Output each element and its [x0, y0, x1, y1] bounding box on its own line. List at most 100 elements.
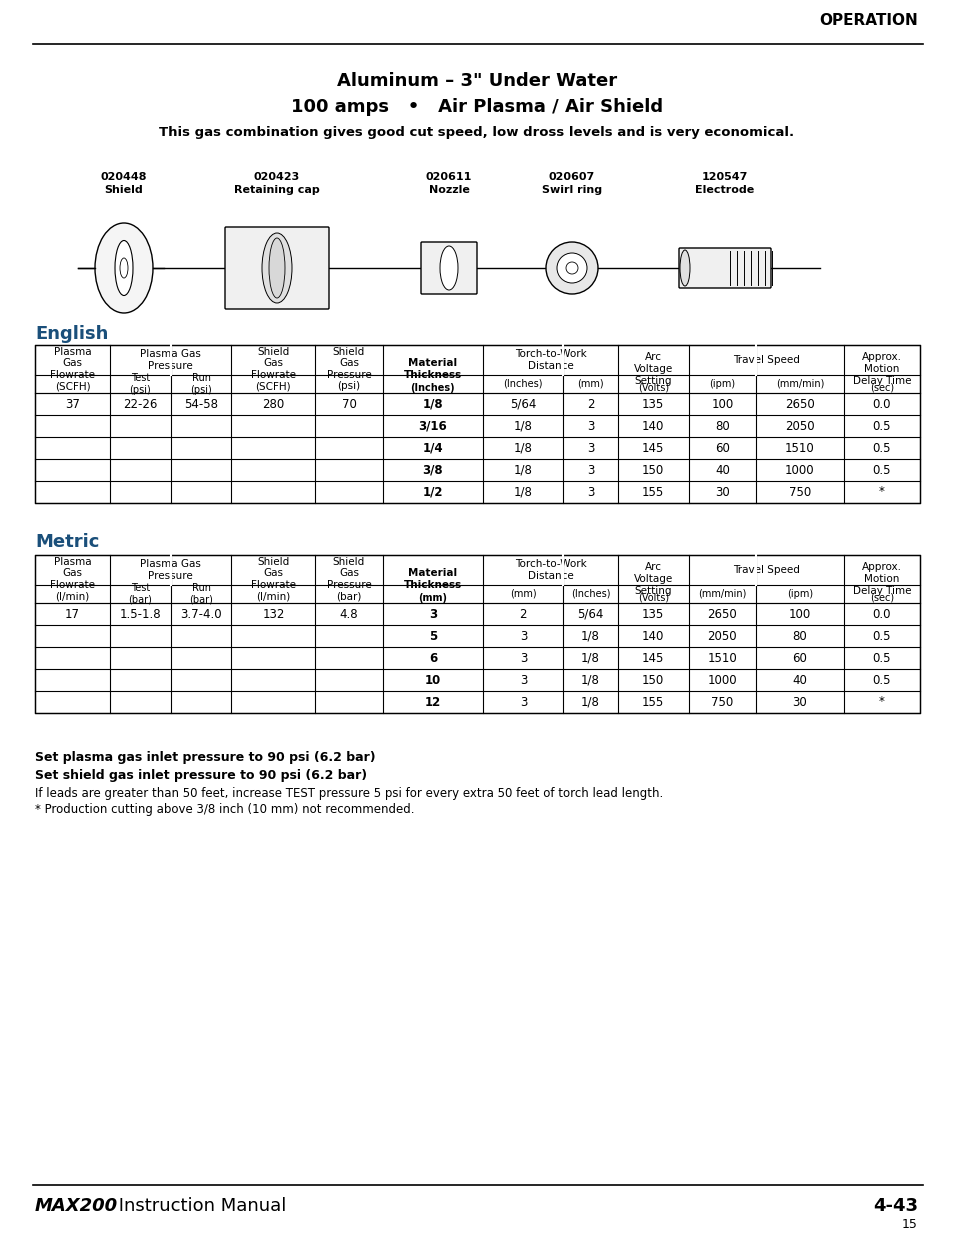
Text: 132: 132 [262, 608, 284, 620]
Text: Test
(psi): Test (psi) [130, 373, 151, 395]
Text: 12: 12 [424, 695, 440, 709]
Text: Aluminum – 3" Under Water: Aluminum – 3" Under Water [336, 72, 617, 90]
Text: 100: 100 [788, 608, 810, 620]
Text: 1/8: 1/8 [514, 463, 532, 477]
Text: Test
(bar): Test (bar) [129, 583, 152, 605]
Text: Torch-to-Work
Distance: Torch-to-Work Distance [514, 350, 586, 370]
Text: MAX200: MAX200 [35, 1197, 118, 1215]
Text: Retaining cap: Retaining cap [233, 185, 319, 195]
Text: 155: 155 [641, 485, 663, 499]
Text: 3: 3 [519, 630, 526, 642]
Text: Material
Thickness: Material Thickness [403, 568, 461, 590]
Text: Plasma
Gas
Flowrate
(l/min): Plasma Gas Flowrate (l/min) [50, 557, 95, 601]
Text: (Inches): (Inches) [410, 383, 455, 393]
Text: 3: 3 [586, 485, 594, 499]
Text: 0.0: 0.0 [872, 608, 890, 620]
Text: 1/4: 1/4 [422, 441, 443, 454]
Text: 2050: 2050 [707, 630, 737, 642]
Text: 155: 155 [641, 695, 663, 709]
Text: 80: 80 [792, 630, 806, 642]
Text: Set plasma gas inlet pressure to 90 psi (6.2 bar): Set plasma gas inlet pressure to 90 psi … [35, 751, 375, 764]
Text: 1/8: 1/8 [514, 441, 532, 454]
Text: 1/8: 1/8 [514, 485, 532, 499]
Text: Electrode: Electrode [695, 185, 754, 195]
Text: If leads are greater than 50 feet, increase TEST pressure 5 psi for every extra : If leads are greater than 50 feet, incre… [35, 787, 662, 800]
Text: Approx.
Motion
Delay Time: Approx. Motion Delay Time [852, 352, 910, 385]
Text: English: English [35, 325, 109, 343]
Ellipse shape [545, 242, 598, 294]
Text: 40: 40 [792, 673, 806, 687]
Text: 0.5: 0.5 [872, 441, 890, 454]
Text: 1/8: 1/8 [580, 673, 599, 687]
Text: 1/8: 1/8 [580, 630, 599, 642]
Text: 1510: 1510 [784, 441, 814, 454]
Text: 2650: 2650 [784, 398, 814, 410]
Text: 2: 2 [586, 398, 594, 410]
Text: 0.0: 0.0 [872, 398, 890, 410]
Ellipse shape [679, 249, 689, 287]
Text: (sec): (sec) [869, 593, 893, 603]
Text: Shield
Gas
Pressure
(psi): Shield Gas Pressure (psi) [326, 347, 371, 391]
Text: 280: 280 [262, 398, 284, 410]
Text: (Inches): (Inches) [503, 379, 542, 389]
Text: Plasma Gas
Pressure: Plasma Gas Pressure [140, 350, 201, 370]
Text: 60: 60 [792, 652, 806, 664]
Text: Shield
Gas
Flowrate
(l/min): Shield Gas Flowrate (l/min) [251, 557, 295, 601]
Text: 145: 145 [641, 652, 663, 664]
Text: 3.7-4.0: 3.7-4.0 [180, 608, 222, 620]
Text: 37: 37 [65, 398, 80, 410]
Text: 0.5: 0.5 [872, 420, 890, 432]
Text: Arc
Voltage
Setting: Arc Voltage Setting [633, 562, 672, 595]
Text: Plasma Gas
Pressure: Plasma Gas Pressure [140, 559, 201, 580]
Text: (Volts): (Volts) [637, 593, 668, 603]
Text: 3/8: 3/8 [422, 463, 443, 477]
Text: 6: 6 [428, 652, 436, 664]
Text: 145: 145 [641, 441, 663, 454]
Text: 120547: 120547 [701, 172, 747, 182]
Text: Travel Speed: Travel Speed [732, 354, 799, 366]
Text: OPERATION: OPERATION [819, 14, 917, 28]
Ellipse shape [439, 246, 457, 290]
Text: Approx.
Motion
Delay Time: Approx. Motion Delay Time [852, 562, 910, 595]
Text: 020611: 020611 [425, 172, 472, 182]
Ellipse shape [95, 224, 152, 312]
Text: 3/16: 3/16 [418, 420, 447, 432]
Text: 3: 3 [519, 695, 526, 709]
Text: 30: 30 [792, 695, 806, 709]
Text: Travel Speed: Travel Speed [732, 564, 799, 576]
Text: 5/64: 5/64 [510, 398, 536, 410]
Text: 4-43: 4-43 [872, 1197, 917, 1215]
Text: 1000: 1000 [707, 673, 737, 687]
Text: * Production cutting above 3/8 inch (10 mm) not recommended.: * Production cutting above 3/8 inch (10 … [35, 803, 414, 816]
Text: 80: 80 [714, 420, 729, 432]
Text: (mm/min): (mm/min) [698, 589, 746, 599]
Text: 15: 15 [902, 1218, 917, 1231]
Text: *: * [878, 485, 883, 499]
Ellipse shape [557, 253, 586, 283]
Text: Plasma
Gas
Flowrate
(SCFH): Plasma Gas Flowrate (SCFH) [50, 347, 95, 391]
Text: 1/2: 1/2 [422, 485, 443, 499]
Text: 750: 750 [788, 485, 810, 499]
Bar [35, 555, 919, 713]
Text: 4.8: 4.8 [339, 608, 358, 620]
Text: 0.5: 0.5 [872, 630, 890, 642]
Text: 1.5-1.8: 1.5-1.8 [119, 608, 161, 620]
Text: 1/8: 1/8 [580, 652, 599, 664]
Text: Shield
Gas
Flowrate
(SCFH): Shield Gas Flowrate (SCFH) [251, 347, 295, 391]
Ellipse shape [115, 241, 132, 295]
Text: 1/8: 1/8 [514, 420, 532, 432]
FancyBboxPatch shape [420, 242, 476, 294]
Text: 135: 135 [641, 398, 663, 410]
Text: 3: 3 [586, 441, 594, 454]
Text: Run
(bar): Run (bar) [189, 583, 213, 605]
Text: 3: 3 [429, 608, 436, 620]
Text: *: * [878, 695, 883, 709]
Text: 17: 17 [65, 608, 80, 620]
FancyBboxPatch shape [225, 227, 329, 309]
Text: Run
(psi): Run (psi) [190, 373, 212, 395]
Text: Torch-to-Work
Distance: Torch-to-Work Distance [514, 559, 586, 580]
Text: 020607: 020607 [548, 172, 595, 182]
Text: 40: 40 [714, 463, 729, 477]
Text: 3: 3 [519, 673, 526, 687]
Text: 0.5: 0.5 [872, 463, 890, 477]
